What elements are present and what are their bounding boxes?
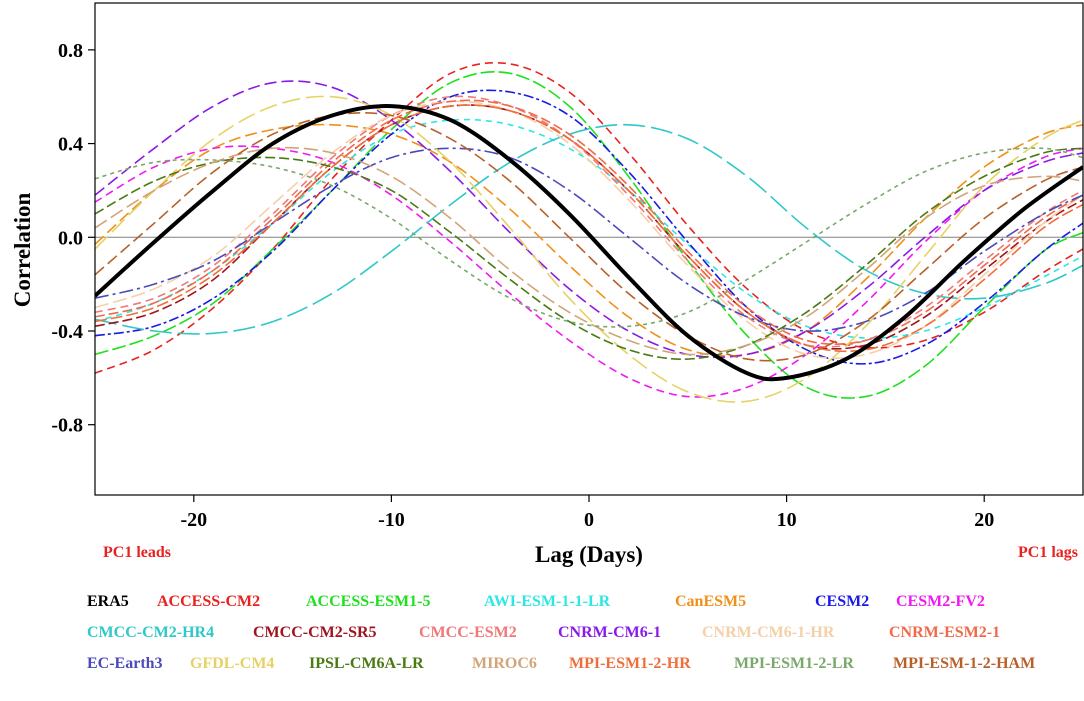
plot-background xyxy=(95,3,1083,495)
series-line-cesm2 xyxy=(95,89,1083,365)
legend-entry-gfdl-cm4: GFDL-CM4 xyxy=(190,655,274,672)
x-tick-label: -20 xyxy=(180,509,207,531)
series-line-mpi-esm-1-2-ham xyxy=(95,112,1083,362)
x-tick-label: -10 xyxy=(378,509,405,531)
legend-entry-cnrm-esm2-1: CNRM-ESM2-1 xyxy=(889,624,1000,641)
x-axis-label: Lag (Days) xyxy=(535,542,643,567)
legend-entry-mpi-esm-1-2-ham: MPI-ESM-1-2-HAM xyxy=(893,655,1035,672)
y-axis: -0.8 -0.4 0.0 0.4 0.8 xyxy=(51,40,95,437)
y-tick-label: 0.4 xyxy=(58,134,83,156)
series-line-gfdl-cm4 xyxy=(95,95,1083,403)
legend: ERA5 ACCESS-CM2 ACCESS-ESM1-5 AWI-ESM-1-1-L… xyxy=(87,593,1035,672)
legend-entry-cmcc-esm2: CMCC-ESM2 xyxy=(419,624,517,641)
series-line-cnrm-cm6-1 xyxy=(95,80,1083,359)
series-line-cmcc-esm2 xyxy=(95,95,1083,348)
legend-entry-cnrm-cm6-1-hr: CNRM-CM6-1-HR xyxy=(702,624,835,641)
legend-entry-cesm2-fv2: CESM2-FV2 xyxy=(896,593,985,610)
series-line-mpi-esm1-2-lr xyxy=(95,147,1083,328)
legend-entry-access-cm2: ACCESS-CM2 xyxy=(157,593,260,610)
legend-entry-ipsl-cm6a-lr: IPSL-CM6A-LR xyxy=(309,655,424,672)
series-line-era5 xyxy=(95,104,1083,382)
series-line-awi-esm-1-1-lr xyxy=(95,118,1083,339)
x-tick-label: 0 xyxy=(584,509,594,531)
series-line-access-cm2 xyxy=(95,61,1083,374)
x-axis: -20 -10 0 10 20 xyxy=(180,495,994,531)
legend-entry-cmcc-cm2-hr4: CMCC-CM2-HR4 xyxy=(87,624,214,641)
legend-entry-era5: ERA5 xyxy=(87,593,129,610)
legend-entry-cesm2: CESM2 xyxy=(815,593,869,610)
series-line-cesm2-fv2 xyxy=(95,145,1083,398)
legend-entry-cnrm-cm6-1: CNRM-CM6-1 xyxy=(558,624,661,641)
legend-entry-ec-earth3: EC-Earth3 xyxy=(87,655,163,672)
series-line-ipsl-cm6a-lr xyxy=(95,147,1083,360)
y-axis-label: Correlation xyxy=(10,193,35,308)
pc1-lags-annotation: PC1 lags xyxy=(1018,544,1078,561)
series-line-ec-earth3 xyxy=(95,147,1083,332)
series-layer xyxy=(95,61,1083,403)
pc1-leads-annotation: PC1 leads xyxy=(103,544,171,561)
y-tick-label: 0.8 xyxy=(58,40,83,62)
x-tick-label: 20 xyxy=(974,509,994,531)
legend-entry-access-esm1-5: ACCESS-ESM1-5 xyxy=(306,593,430,610)
legend-entry-awi-esm-1-1-lr: AWI-ESM-1-1-LR xyxy=(484,593,611,610)
x-tick-label: 10 xyxy=(777,509,797,531)
series-line-mpi-esm1-2-hr xyxy=(95,104,1083,353)
legend-entry-cmcc-cm2-sr5: CMCC-CM2-SR5 xyxy=(253,624,377,641)
legend-entry-miroc6: MIROC6 xyxy=(472,655,537,672)
series-line-cnrm-esm2-1 xyxy=(95,99,1083,345)
legend-entry-canesm5: CanESM5 xyxy=(675,593,746,610)
legend-entry-mpi-esm1-2-hr: MPI-ESM1-2-HR xyxy=(569,655,691,672)
y-tick-label: 0.0 xyxy=(58,227,83,249)
legend-entry-mpi-esm1-2-lr: MPI-ESM1-2-LR xyxy=(734,655,854,672)
y-tick-label: -0.8 xyxy=(51,415,83,437)
y-tick-label: -0.4 xyxy=(51,321,83,343)
